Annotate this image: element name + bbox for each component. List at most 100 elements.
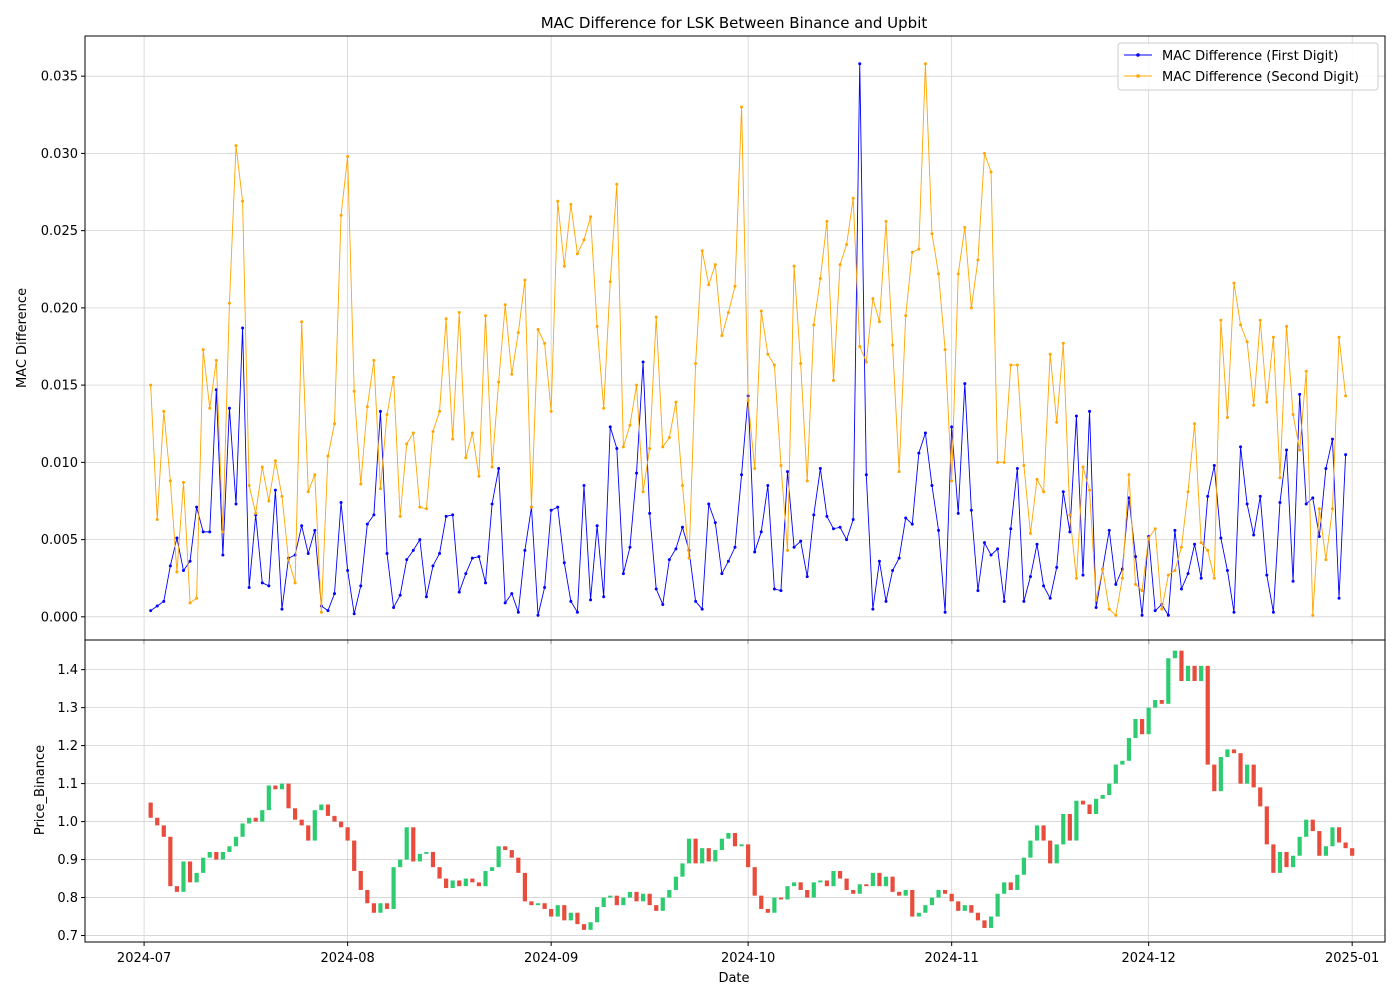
bottom-y-axis-label: Price_Binance — [33, 745, 48, 835]
series-point-second-digit — [300, 320, 304, 324]
series-point-second-digit — [858, 345, 862, 348]
series-point-first-digit — [549, 508, 553, 512]
candle-up — [1199, 665, 1204, 682]
series-point-second-digit — [930, 232, 934, 236]
candle-down — [470, 878, 475, 883]
series-point-first-digit — [602, 595, 606, 599]
series-point-first-digit — [759, 530, 763, 534]
series-point-first-digit — [996, 547, 1000, 551]
series-point-second-digit — [392, 375, 396, 379]
series-point-second-digit — [326, 454, 330, 458]
series-point-first-digit — [937, 528, 941, 532]
candle-down — [148, 802, 153, 818]
series-point-first-digit — [582, 484, 586, 488]
series-point-second-digit — [234, 144, 238, 148]
series-point-second-digit — [917, 247, 921, 251]
candle-up — [1172, 650, 1177, 659]
series-point-second-digit — [1219, 318, 1223, 322]
series-point-second-digit — [589, 215, 593, 219]
candle-up — [988, 916, 994, 928]
series-point-second-digit — [615, 182, 619, 186]
candle-down — [437, 867, 442, 879]
series-point-first-digit — [812, 513, 816, 517]
series-point-first-digit — [786, 470, 790, 474]
candle-down — [542, 903, 547, 909]
series-point-first-digit — [720, 572, 724, 576]
series-point-first-digit — [536, 613, 540, 617]
candle-down — [214, 851, 219, 860]
candle-down — [1179, 650, 1184, 682]
candle-up — [1002, 882, 1007, 894]
candle-down — [654, 905, 659, 911]
series-point-second-digit — [1173, 568, 1177, 572]
candle-down — [253, 817, 258, 822]
series-point-first-digit — [411, 548, 415, 552]
candle-up — [995, 893, 1000, 917]
series-point-first-digit — [451, 513, 455, 517]
series-point-second-digit — [1265, 400, 1269, 404]
series-point-second-digit — [241, 199, 245, 203]
series-point-first-digit — [1173, 528, 1177, 532]
series-point-second-digit — [779, 463, 783, 467]
x-tick-label: 2024-10 — [721, 951, 775, 966]
candle-down — [890, 876, 895, 892]
series-point-second-digit — [969, 306, 973, 310]
legend-label-first-digit: MAC Difference (First Digit) — [1162, 49, 1338, 64]
series-point-first-digit — [831, 527, 835, 531]
series-point-second-digit — [1042, 490, 1046, 494]
series-point-second-digit — [982, 151, 986, 155]
series-point-first-digit — [917, 451, 921, 455]
candle-down — [352, 840, 357, 871]
candlestick-series — [148, 650, 1355, 930]
series-point-second-digit — [1101, 567, 1105, 571]
series-point-second-digit — [635, 383, 639, 387]
series-point-second-digit — [188, 601, 192, 605]
series-point-first-digit — [1219, 536, 1223, 540]
series-point-first-digit — [1298, 392, 1302, 396]
series-point-second-digit — [845, 243, 849, 247]
top-y-axis-label: MAC Difference — [15, 288, 30, 388]
series-point-second-digit — [1035, 477, 1039, 481]
series-point-first-digit — [503, 601, 507, 605]
series-point-first-digit — [851, 518, 855, 522]
candle-down — [798, 882, 803, 890]
series-point-first-digit — [1278, 501, 1282, 505]
series-point-first-digit — [989, 553, 993, 557]
candle-up — [667, 889, 672, 898]
series-point-first-digit — [648, 511, 652, 515]
series-point-second-digit — [792, 264, 796, 268]
series-point-first-digit — [562, 561, 566, 565]
series-point-first-digit — [608, 425, 612, 429]
candle-down — [286, 783, 291, 809]
series-point-second-digit — [897, 470, 901, 474]
series-point-second-digit — [273, 459, 277, 463]
series-point-second-digit — [687, 556, 691, 560]
series-point-first-digit — [556, 505, 560, 509]
candle-up — [818, 880, 823, 883]
series-point-second-digit — [1166, 573, 1170, 577]
legend: MAC Difference (First Digit) MAC Differe… — [1117, 42, 1379, 91]
candle-down — [516, 857, 521, 873]
series-point-second-digit — [700, 249, 704, 253]
series-point-second-digit — [818, 277, 822, 281]
series-point-second-digit — [950, 479, 954, 483]
series-point-first-digit — [825, 514, 829, 518]
series-point-second-digit — [1061, 341, 1065, 345]
series-point-first-digit — [1179, 587, 1183, 591]
series-point-second-digit — [280, 494, 284, 498]
series-point-first-digit — [477, 555, 481, 559]
candle-down — [765, 908, 770, 913]
series-point-first-digit — [484, 581, 488, 585]
candle-down — [975, 912, 981, 921]
series-point-second-digit — [372, 358, 376, 362]
series-point-first-digit — [799, 539, 803, 543]
series-point-second-digit — [214, 358, 218, 362]
candle-down — [1284, 851, 1289, 868]
candle-down — [943, 889, 948, 894]
series-point-first-digit — [1028, 575, 1032, 579]
series-point-second-digit — [332, 422, 336, 426]
series-point-first-digit — [1193, 542, 1197, 546]
series-point-first-digit — [871, 607, 875, 611]
series-point-first-digit — [641, 360, 645, 364]
candle-down — [529, 901, 534, 906]
